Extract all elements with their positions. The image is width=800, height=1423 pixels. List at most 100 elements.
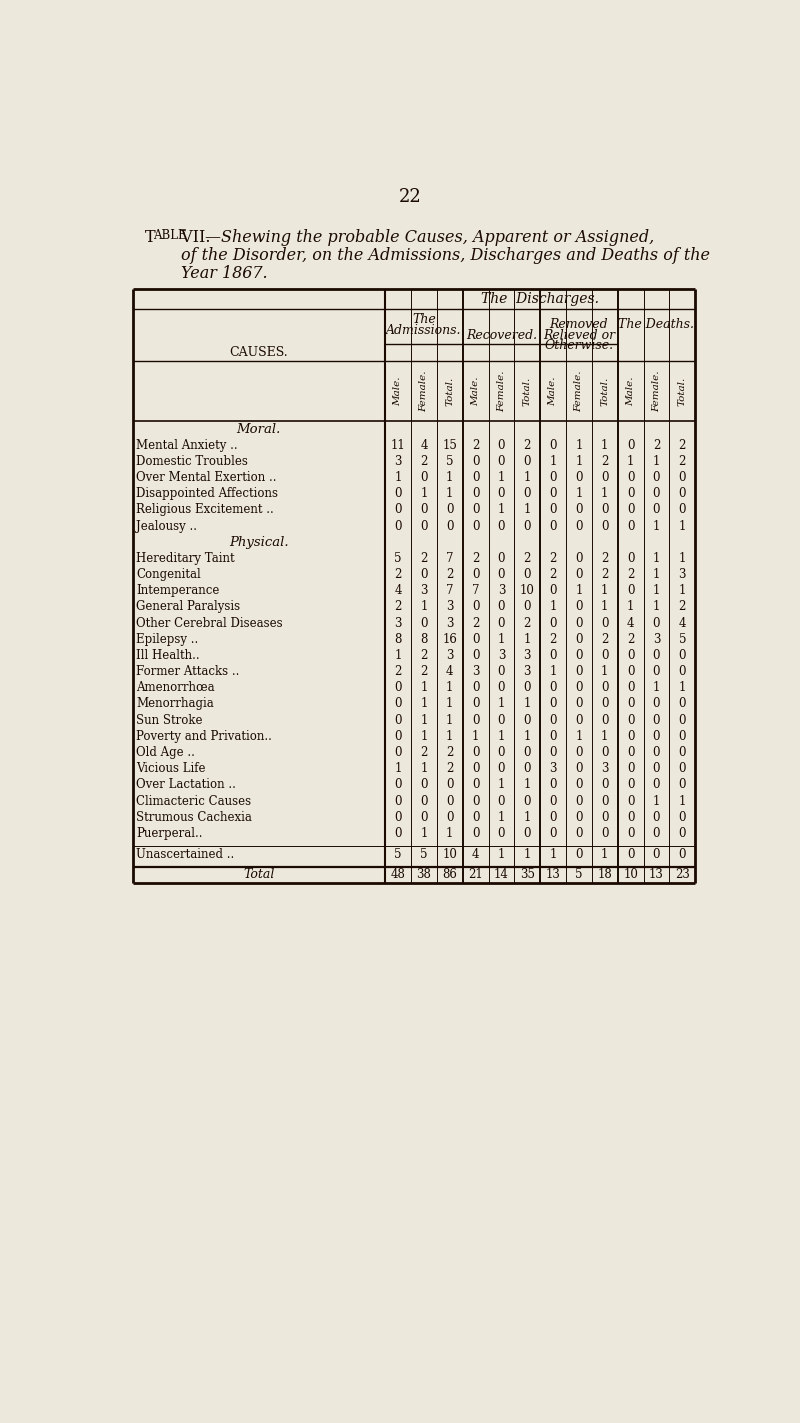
- Text: 0: 0: [678, 730, 686, 743]
- Text: 4: 4: [678, 616, 686, 629]
- Text: 0: 0: [472, 746, 479, 758]
- Text: 0: 0: [550, 827, 557, 840]
- Text: 0: 0: [472, 568, 479, 581]
- Text: 1: 1: [601, 730, 609, 743]
- Text: 0: 0: [550, 471, 557, 484]
- Text: 0: 0: [472, 827, 479, 840]
- Text: Female.: Female.: [497, 370, 506, 411]
- Text: 2: 2: [394, 665, 402, 679]
- Text: 0: 0: [678, 697, 686, 710]
- Text: 23: 23: [675, 868, 690, 881]
- Text: 0: 0: [394, 746, 402, 758]
- Text: 1: 1: [678, 519, 686, 532]
- Text: Male.: Male.: [471, 376, 480, 406]
- Text: 0: 0: [601, 616, 609, 629]
- Text: Mental Anxiety ..: Mental Anxiety ..: [137, 438, 238, 451]
- Text: The Deaths.: The Deaths.: [618, 319, 694, 332]
- Text: 0: 0: [394, 682, 402, 694]
- Text: 11: 11: [390, 438, 406, 451]
- Text: 1: 1: [601, 665, 609, 679]
- Text: 0: 0: [601, 471, 609, 484]
- Text: 0: 0: [678, 665, 686, 679]
- Text: 0: 0: [550, 616, 557, 629]
- Text: 0: 0: [575, 471, 582, 484]
- Text: Sun Stroke: Sun Stroke: [137, 714, 203, 727]
- Text: 5: 5: [575, 868, 582, 881]
- Text: Jealousy ..: Jealousy ..: [137, 519, 198, 532]
- Text: 0: 0: [394, 519, 402, 532]
- Text: 0: 0: [446, 504, 454, 517]
- Text: 3: 3: [420, 585, 428, 598]
- Text: The: The: [412, 313, 436, 326]
- Text: Hereditary Taint: Hereditary Taint: [137, 552, 235, 565]
- Text: 1: 1: [627, 601, 634, 613]
- Text: 0: 0: [678, 848, 686, 861]
- Text: 0: 0: [498, 601, 506, 613]
- Text: 0: 0: [601, 682, 609, 694]
- Text: 0: 0: [627, 778, 634, 791]
- Text: 1: 1: [601, 487, 609, 501]
- Text: 0: 0: [523, 746, 531, 758]
- Text: 0: 0: [627, 471, 634, 484]
- Text: Year 1867.: Year 1867.: [182, 266, 268, 283]
- Text: 1: 1: [678, 585, 686, 598]
- Text: 5: 5: [394, 848, 402, 861]
- Text: 0: 0: [472, 455, 479, 468]
- Text: 0: 0: [550, 778, 557, 791]
- Text: 5: 5: [446, 455, 454, 468]
- Text: 2: 2: [601, 552, 609, 565]
- Text: 0: 0: [627, 665, 634, 679]
- Text: 38: 38: [417, 868, 431, 881]
- Text: 0: 0: [678, 714, 686, 727]
- Text: 1: 1: [446, 487, 454, 501]
- Text: 7: 7: [472, 585, 479, 598]
- Text: 0: 0: [627, 487, 634, 501]
- Text: 0: 0: [550, 730, 557, 743]
- Text: Ill Health..: Ill Health..: [137, 649, 200, 662]
- Text: 0: 0: [575, 552, 582, 565]
- Text: 48: 48: [390, 868, 406, 881]
- Text: Total.: Total.: [678, 376, 686, 406]
- Text: 0: 0: [575, 682, 582, 694]
- Text: 1: 1: [601, 585, 609, 598]
- Text: 1: 1: [627, 455, 634, 468]
- Text: Puerperal..: Puerperal..: [137, 827, 203, 840]
- Text: 7: 7: [446, 585, 454, 598]
- Text: 4: 4: [446, 665, 454, 679]
- Text: 1: 1: [446, 827, 454, 840]
- Text: 5: 5: [678, 633, 686, 646]
- Text: 1: 1: [523, 633, 531, 646]
- Text: Strumous Cachexia: Strumous Cachexia: [137, 811, 252, 824]
- Text: 0: 0: [575, 848, 582, 861]
- Text: 1: 1: [498, 811, 505, 824]
- Text: 1: 1: [678, 552, 686, 565]
- Text: 0: 0: [653, 746, 660, 758]
- Text: 0: 0: [550, 438, 557, 451]
- Text: 1: 1: [498, 697, 505, 710]
- Text: 0: 0: [575, 633, 582, 646]
- Text: 1: 1: [575, 455, 582, 468]
- Text: 0: 0: [653, 649, 660, 662]
- Text: 0: 0: [550, 504, 557, 517]
- Text: 0: 0: [550, 714, 557, 727]
- Text: 0: 0: [575, 811, 582, 824]
- Text: 1: 1: [653, 519, 660, 532]
- Text: 2: 2: [523, 438, 531, 451]
- Text: 1: 1: [601, 438, 609, 451]
- Text: 0: 0: [550, 794, 557, 807]
- Text: 1: 1: [446, 682, 454, 694]
- Text: 2: 2: [446, 746, 454, 758]
- Text: 0: 0: [550, 697, 557, 710]
- Text: Otherwise.: Otherwise.: [544, 340, 614, 353]
- Text: 1: 1: [394, 763, 402, 776]
- Text: 8: 8: [420, 633, 428, 646]
- Text: 0: 0: [575, 746, 582, 758]
- Text: 0: 0: [601, 697, 609, 710]
- Text: 2: 2: [678, 455, 686, 468]
- Text: 0: 0: [498, 568, 506, 581]
- Text: Male.: Male.: [549, 376, 558, 406]
- Text: 1: 1: [498, 633, 505, 646]
- Text: 0: 0: [523, 794, 531, 807]
- Text: 0: 0: [575, 504, 582, 517]
- Text: 1: 1: [653, 585, 660, 598]
